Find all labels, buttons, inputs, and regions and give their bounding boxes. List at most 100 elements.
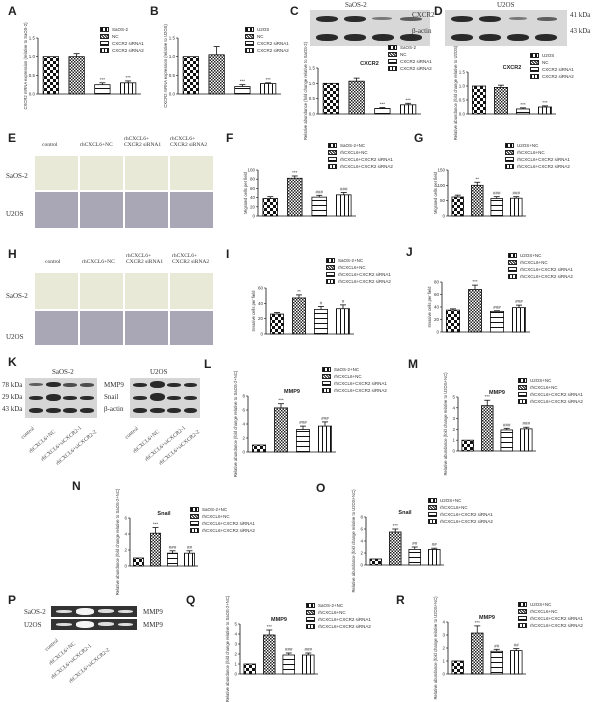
legend-D: U2OS NC CXCR2 siRNA1 CXCR2 siRNA2 xyxy=(530,52,574,80)
svg-text:***: *** xyxy=(542,100,548,105)
svg-text:***: *** xyxy=(265,77,271,82)
legend-label: rhCXCL6+CXCR2 siRNA2 xyxy=(520,274,573,279)
legend-label: SaOS-2+NC xyxy=(338,258,364,263)
svg-text:0: 0 xyxy=(260,332,263,337)
svg-text:100: 100 xyxy=(437,183,445,188)
legend-swatch xyxy=(505,164,514,169)
legend-swatch xyxy=(306,617,315,622)
legend-swatch xyxy=(530,53,539,58)
chart-D: 0.0 0.5 1.0 1.5 Relative abundance (fold cha… xyxy=(450,45,560,140)
svg-text:Snail: Snail xyxy=(157,511,171,517)
legend-swatch xyxy=(322,388,331,393)
legend-swatch xyxy=(245,41,254,46)
svg-text:###: ### xyxy=(493,191,501,196)
svg-text:20: 20 xyxy=(258,316,264,321)
svg-text:4: 4 xyxy=(452,405,455,410)
legend-A: SaOS-2 NC CXCR2 siRNA1 CXCR2 siRNA2 xyxy=(100,26,144,54)
rt-pcr-gel-P: SaOS-2 U2OS MMP9 MMP9 control rhCXCL6+NC… xyxy=(0,600,180,700)
legend-item: rhCXCL6+CXCR2 siRNA1 xyxy=(518,391,583,398)
chart-F: 0 20 40 60 80 100 Migrated cells per field *** #… xyxy=(240,160,360,220)
legend-item: rhCXCL6+NC xyxy=(505,149,570,156)
gel-P-row-0-cell: SaOS-2 xyxy=(24,608,46,616)
legend-label: rhCXCL6+NC xyxy=(517,150,545,155)
svg-text:4: 4 xyxy=(442,620,445,625)
legend-label: SaOS-2 xyxy=(400,45,417,50)
svg-text:0.0: 0.0 xyxy=(459,112,466,117)
svg-text:***: *** xyxy=(520,102,526,107)
legend-swatch xyxy=(326,272,335,277)
svg-text:1.0: 1.0 xyxy=(169,54,176,59)
svg-text:CXCR2 mRNA expression (relativ: CXCR2 mRNA expression (relative to U2OS) xyxy=(163,24,168,108)
chart-I: 0 20 40 60 Invasive cells per field ** # # xyxy=(248,278,358,338)
svg-text:CXCR2 mRNA expression (relativ: CXCR2 mRNA expression (relative to SaOS-… xyxy=(23,22,28,110)
svg-text:###: ### xyxy=(515,299,523,304)
svg-text:8: 8 xyxy=(242,394,245,399)
svg-text:***: *** xyxy=(475,620,481,625)
svg-text:##: ## xyxy=(412,541,418,546)
legend-label: rhCXCL6+CXCR2 siRNA1 xyxy=(202,521,255,526)
legend-swatch xyxy=(428,519,437,524)
western-blot-D xyxy=(445,10,567,46)
svg-text:20: 20 xyxy=(434,317,440,322)
legend-label: SaOS-2 xyxy=(112,27,129,32)
legend-swatch xyxy=(322,367,331,372)
svg-text:1.0: 1.0 xyxy=(29,54,36,59)
legend-C: SaOS-2 NC CXCR2 siRNA1 CXCR2 siRNA2 xyxy=(388,44,432,72)
svg-text:Relative abundance (fold chang: Relative abundance (fold change relative… xyxy=(443,372,448,476)
micrograph-grid-H: control rhCXCL6+NC rhCXCL6+ CXCR2 siRNA1… xyxy=(0,245,214,346)
legend-label: SaOS-2+NC xyxy=(334,367,360,372)
legend-swatch xyxy=(328,143,337,148)
blot-K-label-mmp9: MMP9 xyxy=(104,381,124,389)
svg-text:4: 4 xyxy=(234,632,237,637)
svg-text:###: ### xyxy=(315,189,323,194)
legend-item: U2OS xyxy=(245,26,289,33)
legend-label: rhCXCL6+CXCR2 siRNA2 xyxy=(340,164,393,169)
blot-C-title: SaOS-2 xyxy=(345,1,367,9)
panel-label-R: R xyxy=(396,593,405,607)
legend-swatch xyxy=(518,602,527,607)
legend-item: rhCXCL6+NC xyxy=(508,259,573,266)
svg-text:MMP9: MMP9 xyxy=(284,389,300,395)
svg-text:Invasive cells per field: Invasive cells per field xyxy=(427,286,432,328)
legend-label: NC xyxy=(112,34,119,39)
legend-label: rhCXCL6+CXCR2 siRNA1 xyxy=(440,512,493,517)
legend-item: SaOS-2+NC xyxy=(328,142,393,149)
legend-swatch xyxy=(530,74,539,79)
legend-item: rhCXCL6+CXCR2 siRNA2 xyxy=(508,273,573,280)
legend-swatch xyxy=(518,609,527,614)
legend-item: SaOS-2+NC xyxy=(326,257,391,264)
chart-N: 0 2 4 6 Relative abundance (fold change rela… xyxy=(112,488,202,595)
legend-item: rhCXCL6+CXCR2 siRNA1 xyxy=(306,616,371,623)
svg-text:1.5: 1.5 xyxy=(169,36,176,41)
svg-text:5: 5 xyxy=(234,622,237,627)
svg-text:Relative abundance (fold chang: Relative abundance (fold change relative… xyxy=(115,488,120,595)
svg-text:CXCR2: CXCR2 xyxy=(503,65,522,71)
legend-item: rhCXCL6+CXCR2 siRNA1 xyxy=(190,520,255,527)
legend-I: SaOS-2+NC rhCXCL6+NC rhCXCL6+CXCR2 siRNA1 r… xyxy=(326,257,391,285)
svg-text:###: ### xyxy=(340,187,348,192)
chart-J: 0 20 40 60 80 Invasive cells per field *** ### #… xyxy=(424,272,534,336)
legend-swatch xyxy=(518,399,527,404)
legend-swatch xyxy=(388,52,397,57)
legend-item: rhCXCL6+NC xyxy=(518,608,583,615)
svg-text:0.0: 0.0 xyxy=(169,92,176,97)
chart-B: 0.0 0.5 1.0 1.5 CXCR2 mRNA expression (relat… xyxy=(160,24,285,108)
legend-item: NC xyxy=(245,33,289,40)
legend-swatch xyxy=(326,258,335,263)
legend-label: rhCXCL6+NC xyxy=(340,150,368,155)
svg-text:0: 0 xyxy=(234,672,237,677)
legend-label: U2OS+NC xyxy=(530,602,552,607)
legend-swatch xyxy=(190,507,199,512)
panel-label-Q: Q xyxy=(186,593,196,607)
svg-text:###: ### xyxy=(503,422,511,427)
svg-text:6: 6 xyxy=(124,516,127,521)
legend-item: U2OS+NC xyxy=(508,252,573,259)
svg-text:80: 80 xyxy=(250,177,256,182)
legend-label: rhCXCL6+CXCR2 siRNA2 xyxy=(530,399,583,404)
svg-text:100: 100 xyxy=(247,168,255,173)
legend-item: SaOS-2+NC xyxy=(306,602,371,609)
legend-label: rhCXCL6+NC xyxy=(334,374,362,379)
legend-item: NC xyxy=(100,33,144,40)
svg-text:1.5: 1.5 xyxy=(459,70,466,75)
svg-text:4: 4 xyxy=(360,539,363,544)
